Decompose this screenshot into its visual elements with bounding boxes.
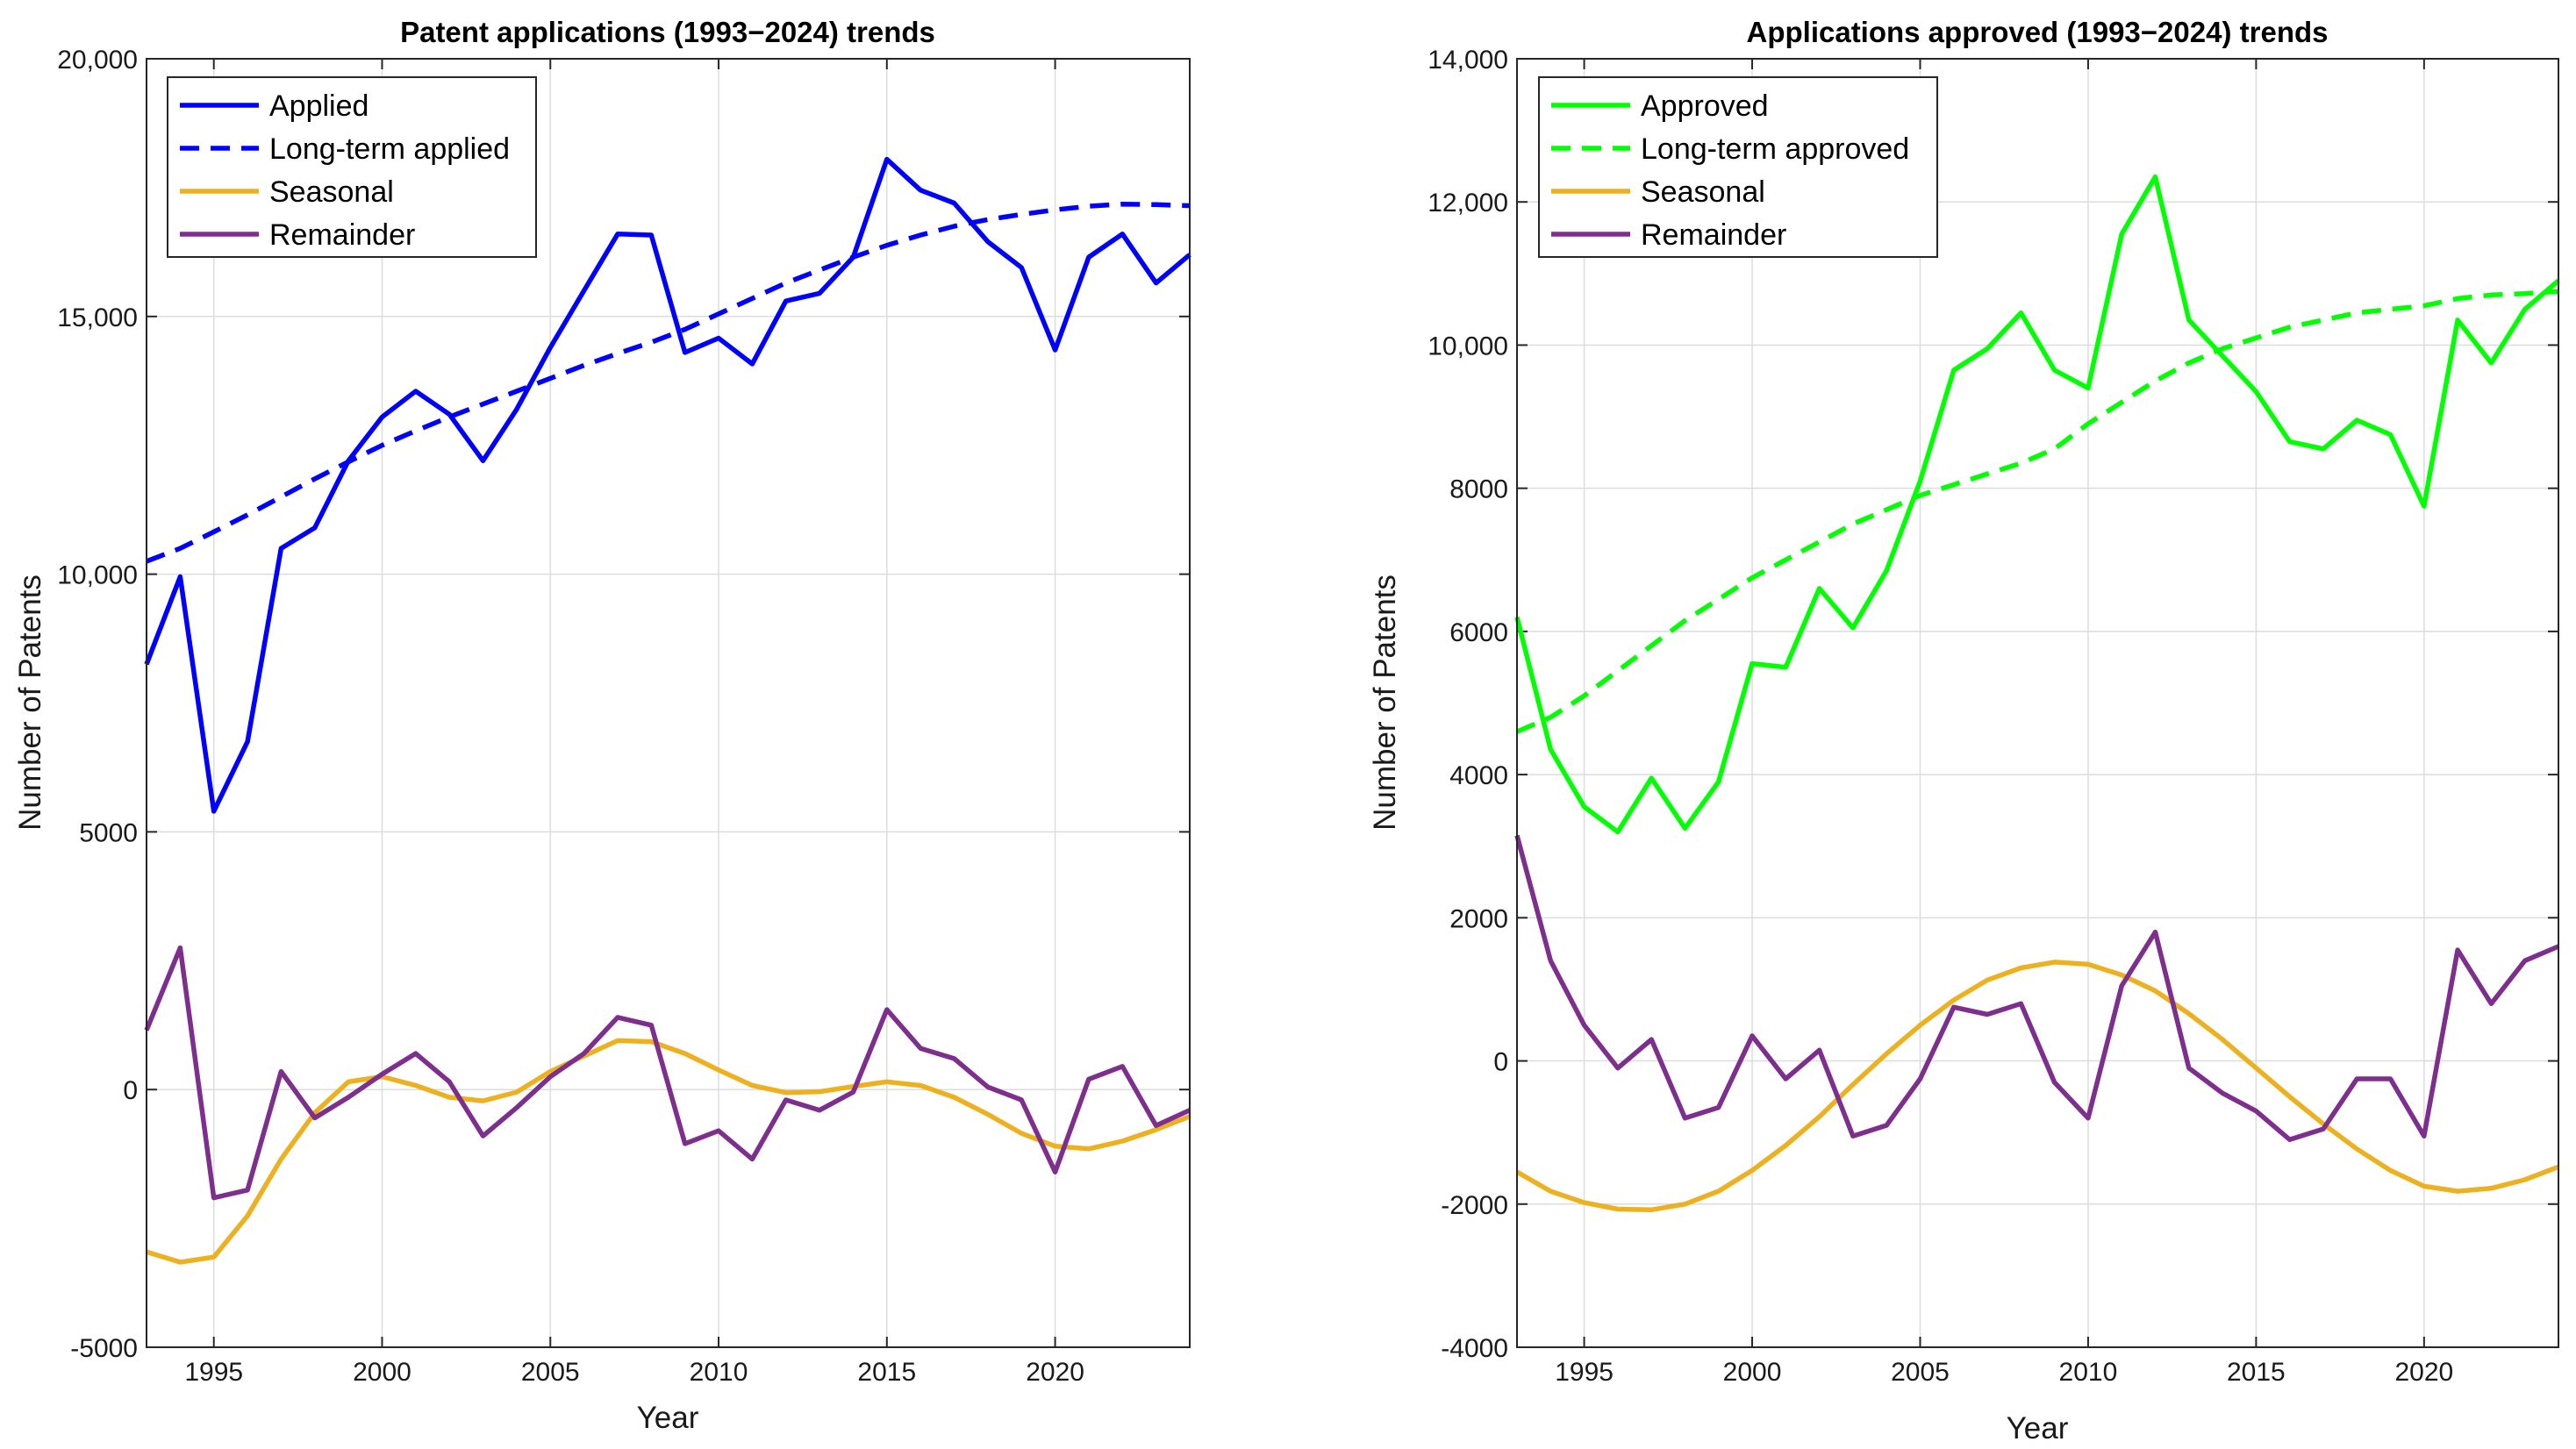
x-axis-label: Year (637, 1401, 699, 1435)
series-line-seasonal (1515, 960, 2559, 1213)
y-tick-label: 2000 (1449, 904, 1508, 933)
series-line-long-term-approved (1515, 289, 2559, 734)
y-tick-label: 6000 (1449, 618, 1508, 647)
axes-box (146, 58, 1191, 1348)
axes-box (1516, 58, 2559, 1348)
plot-lines (144, 156, 1191, 1265)
y-tick-label: 15,000 (57, 303, 138, 332)
y-tick-label: 4000 (1449, 761, 1508, 790)
x-tick-label: 2020 (2394, 1358, 2453, 1387)
x-tick-label: 2005 (1891, 1358, 1950, 1387)
x-tick-label: 2000 (353, 1358, 411, 1387)
y-tick-label: 8000 (1449, 475, 1508, 504)
x-tick-label: 1995 (184, 1358, 243, 1387)
y-tick-label: 0 (123, 1076, 138, 1105)
y-tick-label: 12,000 (1428, 189, 1508, 218)
y-tick-label: 14,000 (1428, 46, 1508, 75)
x-tick-label: 2020 (1026, 1358, 1084, 1387)
y-axis-label: Number of Patents (13, 575, 47, 831)
legend-label-applied: Applied (269, 89, 369, 123)
series-line-seasonal (146, 1038, 1191, 1265)
series-line-applied (144, 156, 1191, 814)
x-axis-label: Year (2007, 1411, 2069, 1445)
y-tick-label: 10,000 (1428, 332, 1508, 360)
y-tick-label: 10,000 (57, 561, 138, 590)
legend: Applied Long-term applied Seasonal Remainde… (167, 76, 537, 258)
plot-lines (1514, 174, 2560, 1213)
legend-label-remainder: Remainder (269, 218, 415, 252)
applications-chart: 1995 2000 2005 2010 2015 2020 -5000 0 5000 10,00… (13, 16, 1191, 1435)
legend-label-long-term-applied: Long-term applied (269, 132, 510, 166)
legend-label-seasonal: Seasonal (1641, 175, 1765, 209)
x-tick-label: 2015 (857, 1358, 916, 1387)
x-tick-label: 2000 (1723, 1358, 1782, 1387)
x-tick-labels: 1995 2000 2005 2010 2015 2020 (184, 1358, 1084, 1387)
chart-title: Patent applications (1993−2024) trends (400, 16, 935, 48)
x-tick-label: 1995 (1555, 1358, 1614, 1387)
x-tick-label: 2015 (2227, 1358, 2286, 1387)
x-tick-labels: 1995 2000 2005 2010 2015 2020 (1555, 1358, 2453, 1387)
series-line-long-term-applied (146, 201, 1191, 564)
legend: Approved Long-term approved Seasonal Remain… (1538, 76, 1938, 258)
legend-box (1538, 76, 1938, 258)
chart-title: Applications approved (1993−2024) trends (1747, 16, 2329, 48)
y-tick-label: 5000 (79, 818, 138, 847)
legend-label-remainder: Remainder (1641, 218, 1786, 252)
x-tick-label: 2010 (2059, 1358, 2118, 1387)
legend-label-long-term-approved: Long-term approved (1641, 132, 1909, 166)
y-tick-labels: -4000 -2000 0 2000 4000 6000 8000 10,000 12,000 1… (1428, 46, 1508, 1363)
legend-label-approved: Approved (1641, 89, 1769, 123)
x-tick-label: 2005 (521, 1358, 580, 1387)
y-tick-label: -4000 (1441, 1334, 1508, 1363)
y-tick-label: -5000 (70, 1334, 138, 1363)
y-tick-label: 20,000 (57, 46, 138, 75)
y-tick-label: -2000 (1441, 1191, 1508, 1220)
x-tick-label: 2010 (690, 1358, 748, 1387)
y-tick-label: 0 (1493, 1048, 1508, 1077)
y-axis-label: Number of Patents (1368, 575, 1402, 831)
y-tick-labels: -5000 0 5000 10,000 15,000 20,000 (57, 46, 138, 1363)
legend-label-seasonal: Seasonal (269, 175, 394, 209)
series-line-remainder (144, 945, 1191, 1201)
series-line-approved (1514, 174, 2560, 835)
series-line-remainder (1514, 834, 2560, 1143)
approved-chart: 1995 2000 2005 2010 2015 2020 -4000 -2000 0 2000… (1368, 16, 2560, 1445)
